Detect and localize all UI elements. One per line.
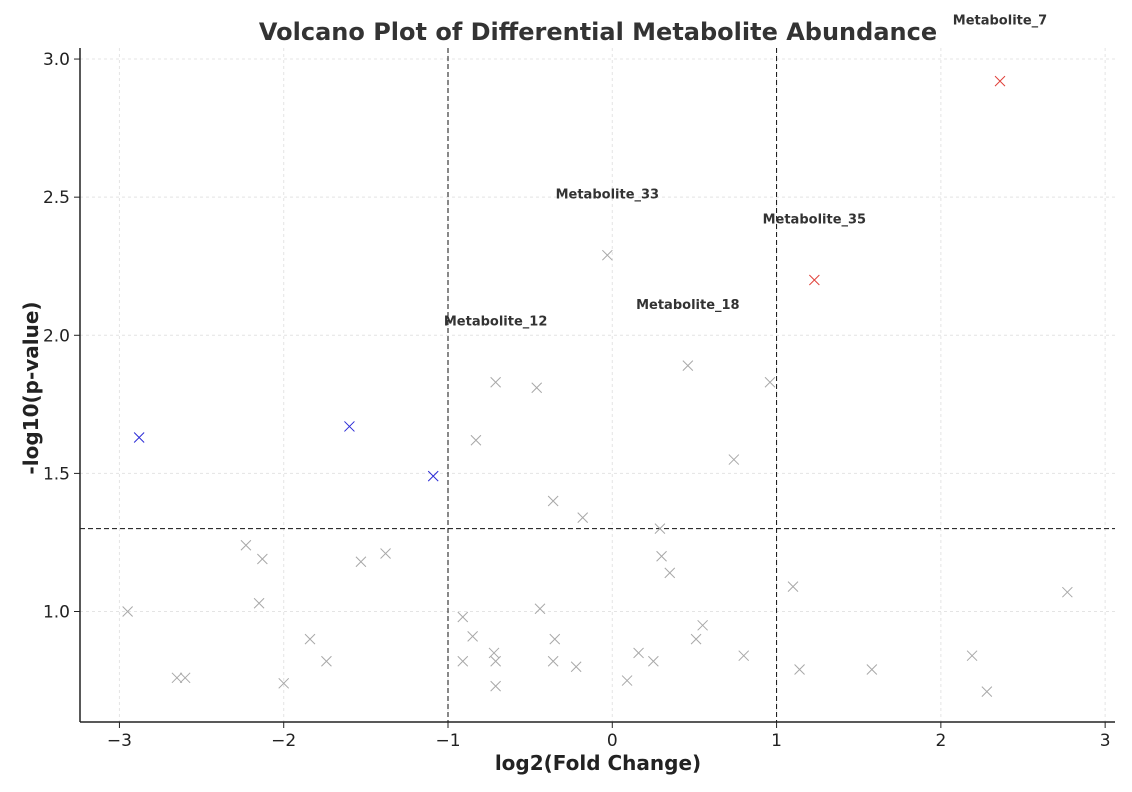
data-point-ns [787,581,799,593]
x-tick-label: 1 [771,731,782,751]
chart-title: Volcano Plot of Differential Metabolite … [259,18,937,46]
data-point-ns [534,603,546,615]
data-point-down [344,421,355,432]
data-point-ns [490,376,501,388]
annotation-label: Metabolite_18 [636,298,740,313]
data-point-ns [664,567,676,579]
annotation-label: Metabolite_33 [556,187,660,202]
data-point-ns [278,677,290,689]
x-axis-label: log2(Fold Change) [495,751,701,775]
data-point-ns [171,672,183,684]
data-point-up [994,75,1006,87]
data-point-ns [470,434,482,446]
threshold-lines [80,48,1115,722]
annotation-label: Metabolite_7 [953,13,1047,28]
x-tick-label: 2 [935,731,946,751]
data-points [122,75,1073,697]
data-point-ns [648,655,659,667]
data-point-ns [549,633,561,645]
data-point-ns [738,650,750,662]
data-point-ns [179,672,191,684]
data-point-ns [1062,586,1073,598]
data-point-ns [866,664,878,675]
data-point-ns [490,655,501,667]
x-tick-label: 0 [607,731,618,751]
axes: −3 −2 −1 0 1 2 3 1.0 1.5 2.0 2.5 3.0 [43,48,1115,751]
data-point-ns [122,606,133,617]
data-point-ns [682,360,694,372]
data-point-ns [321,655,332,667]
y-tick-label: 2.0 [43,326,70,346]
x-tick-label: −2 [271,731,296,751]
data-point-ns [570,661,582,673]
data-point-ns [764,376,776,388]
y-tick-label: 3.0 [43,50,70,70]
annotation-label: Metabolite_35 [763,212,867,227]
data-point-ns [304,633,316,645]
data-point-ns [656,550,667,562]
data-point-ns [728,454,740,465]
annotation-label: Metabolite_12 [444,314,548,329]
data-point-ns [240,539,252,551]
data-point-ns [633,647,644,659]
data-point-ns [981,686,993,697]
y-tick-label: 2.5 [43,188,70,208]
y-tick-label: 1.5 [43,464,70,484]
data-point-ns [467,631,478,642]
data-point-ns [355,556,367,568]
data-point-ns [490,680,501,692]
data-point-ns [621,675,633,686]
annotations: Metabolite_7 Metabolite_33 Metabolite_35 Me… [444,13,1047,329]
data-point-ns [547,655,559,667]
data-point-ns [966,650,978,662]
data-point-down [133,432,145,443]
data-point-up [809,274,820,286]
y-axis-label: -log10(p-value) [19,301,43,474]
data-point-ns [577,512,589,523]
grid [80,48,1115,722]
x-tick-label: −1 [435,731,460,751]
data-point-ns [457,611,469,623]
data-point-ns [531,382,543,394]
data-point-ns [794,664,805,675]
data-point-ns [253,597,265,609]
data-point-ns [690,633,702,645]
x-tick-label: −3 [107,731,132,751]
data-point-ns [697,619,708,631]
data-point-ns [457,655,469,667]
data-point-ns [654,523,666,534]
data-point-down [427,470,439,482]
y-tick-label: 1.0 [43,603,70,623]
data-point-ns [380,548,391,559]
data-point-ns [257,553,268,565]
data-point-ns [547,495,559,507]
data-point-ns [602,249,613,261]
x-tick-label: 3 [1100,731,1111,751]
